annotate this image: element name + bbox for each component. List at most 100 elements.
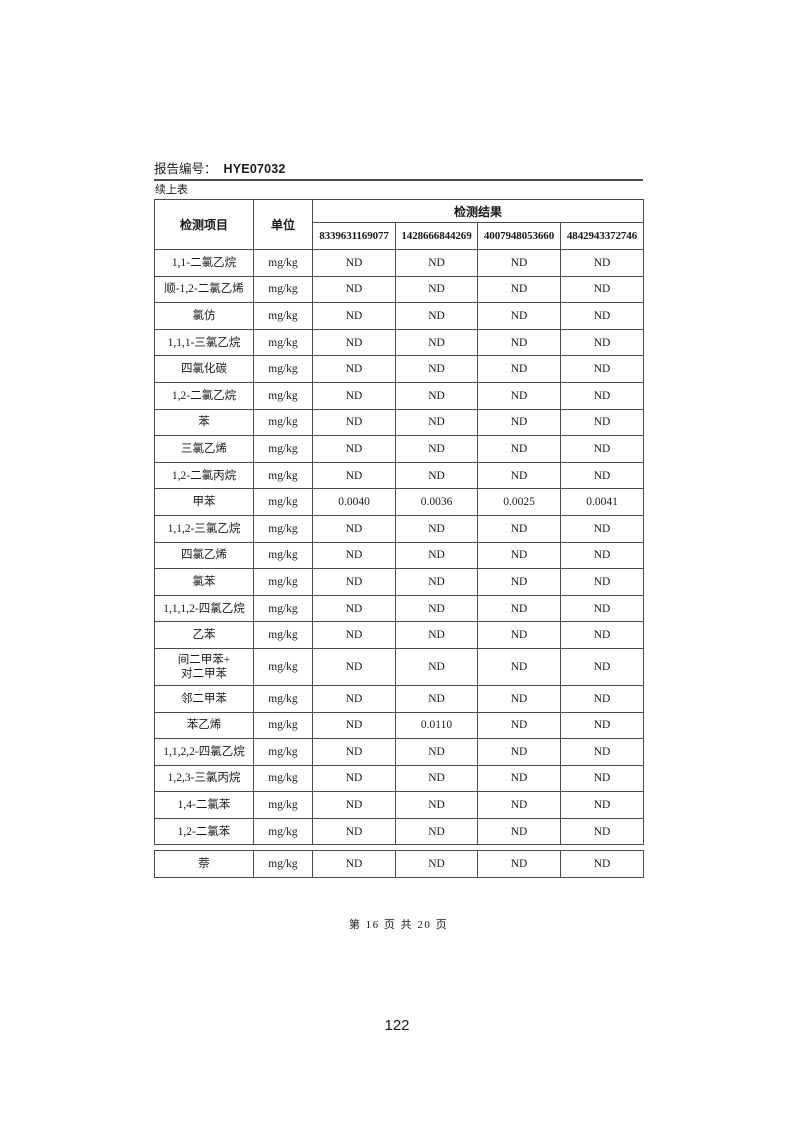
result-value-cell: ND — [312, 568, 396, 596]
result-value-cell: ND — [559, 275, 645, 304]
result-value-cell: ND — [477, 621, 561, 649]
result-value-cell: ND — [559, 594, 645, 623]
result-value-cell: ND — [477, 764, 561, 793]
analyte-name-cell: 氯仿 — [154, 302, 254, 330]
result-value-cell: ND — [559, 541, 645, 570]
result-value-cell: ND — [559, 817, 645, 846]
table-row: 1,2-二氯乙烷 mg/kg ND ND ND ND — [154, 381, 645, 410]
result-value-cell: ND — [477, 381, 561, 410]
result-value-cell: ND — [395, 647, 478, 686]
analyte-name-cell: 1,1,2-三氯乙烷 — [154, 514, 254, 543]
analyte-name-cell: 1,2,3-三氯丙烷 — [154, 764, 254, 793]
table-row: 1,4-二氯苯 mg/kg ND ND ND ND — [154, 791, 645, 819]
result-value-cell: ND — [477, 275, 561, 304]
result-value-cell: ND — [477, 791, 561, 819]
result-value-cell: ND — [559, 355, 645, 383]
analyte-name-cell: 1,1,2,2-四氯乙烷 — [154, 738, 254, 766]
result-value-cell: ND — [312, 355, 396, 383]
unit-cell: mg/kg — [253, 514, 313, 543]
result-value-cell: ND — [395, 621, 478, 649]
unit-cell: mg/kg — [253, 408, 313, 437]
results-table-continued-body: 萘 mg/kg ND ND ND ND — [154, 850, 644, 879]
unit-cell: mg/kg — [253, 249, 313, 277]
result-value-cell: ND — [395, 684, 478, 713]
unit-cell: mg/kg — [253, 568, 313, 596]
report-number-label: 报告编号： — [154, 162, 217, 176]
analyte-name-cell: 甲苯 — [154, 488, 254, 516]
result-value-cell: ND — [395, 541, 478, 570]
analyte-name-cell: 苯 — [154, 408, 254, 437]
result-value-cell: ND — [559, 381, 645, 410]
result-value-cell: ND — [477, 568, 561, 596]
table-row: 邻二甲苯 mg/kg ND ND ND ND — [154, 684, 645, 713]
result-value-cell: ND — [312, 381, 396, 410]
result-value-cell: ND — [312, 621, 396, 649]
result-value-cell: ND — [312, 684, 396, 713]
page-info: 第 16 页 共 20 页 — [348, 919, 449, 932]
table-row: 1,2,3-三氯丙烷 mg/kg ND ND ND ND — [154, 764, 645, 793]
result-value-cell: ND — [559, 738, 645, 766]
result-value-cell: ND — [477, 408, 561, 437]
result-value-cell: ND — [312, 435, 396, 463]
analyte-name-cell: 1,1,1-三氯乙烷 — [154, 328, 254, 357]
unit-cell: mg/kg — [253, 850, 313, 879]
result-value-cell: ND — [312, 328, 396, 357]
table-row: 顺-1,2-二氯乙烯 mg/kg ND ND ND ND — [154, 275, 645, 304]
page-number: 122 — [384, 1017, 410, 1034]
result-value-cell: 0.0110 — [395, 711, 478, 740]
unit-cell: mg/kg — [253, 791, 313, 819]
result-value-cell: ND — [312, 817, 396, 846]
result-value-cell: ND — [312, 461, 396, 490]
result-value-cell: ND — [559, 302, 645, 330]
table-row: 间二甲苯+ 对二甲苯 mg/kg ND ND ND ND — [154, 647, 645, 686]
unit-cell: mg/kg — [253, 488, 313, 516]
result-value-cell: ND — [477, 594, 561, 623]
result-value-cell: ND — [312, 541, 396, 570]
result-value-cell: ND — [312, 514, 396, 543]
table-row: 1,1,1-三氯乙烷 mg/kg ND ND ND ND — [154, 328, 645, 357]
result-value-cell: ND — [477, 355, 561, 383]
table-row: 四氯化碳 mg/kg ND ND ND ND — [154, 355, 645, 383]
sample-id-header: 4842943372746 — [559, 222, 645, 250]
unit-cell: mg/kg — [253, 647, 313, 686]
result-value-cell: ND — [477, 541, 561, 570]
result-value-cell: ND — [395, 461, 478, 490]
sample-id-header: 1428666844269 — [395, 222, 478, 250]
result-value-cell: ND — [395, 817, 478, 846]
result-value-cell: ND — [312, 408, 396, 437]
analyte-name-cell: 1,2-二氯丙烷 — [154, 461, 254, 490]
analyte-name-cell: 苯乙烯 — [154, 711, 254, 740]
result-value-cell: ND — [312, 850, 396, 879]
result-value-cell: ND — [560, 850, 644, 879]
result-value-cell: ND — [395, 275, 478, 304]
header-rule — [154, 179, 643, 181]
table-row: 萘 mg/kg ND ND ND ND — [154, 850, 644, 879]
result-value-cell: 0.0041 — [559, 488, 645, 516]
result-value-cell: ND — [477, 302, 561, 330]
analyte-name-cell: 1,1,1,2-四氯乙烷 — [154, 594, 254, 623]
table-row: 乙苯 mg/kg ND ND ND ND — [154, 621, 645, 649]
result-value-cell: ND — [559, 711, 645, 740]
header-row-sample-ids: 8339631169077 1428666844269 400794805366… — [155, 222, 645, 250]
header-row-top: 检测项目 单位 检测结果 — [154, 199, 645, 250]
unit-cell: mg/kg — [253, 302, 313, 330]
result-value-cell: ND — [395, 738, 478, 766]
results-table-body: 1,1-二氯乙烷 mg/kg ND ND ND ND 顺-1,2-二氯乙烯 mg/kg ND ND… — [154, 249, 645, 846]
table-row: 1,1,2-三氯乙烷 mg/kg ND ND ND ND — [154, 514, 645, 543]
results-table-header: 检测项目 单位 检测结果 8339631169077 1428666844269… — [154, 199, 645, 250]
result-value-cell: ND — [559, 435, 645, 463]
result-value-cell: ND — [477, 435, 561, 463]
result-value-cell: ND — [559, 764, 645, 793]
column-header-item: 检测项目 — [154, 199, 254, 250]
results-table: 检测项目 单位 检测结果 8339631169077 1428666844269… — [154, 199, 645, 846]
unit-cell: mg/kg — [253, 381, 313, 410]
unit-cell: mg/kg — [253, 355, 313, 383]
result-value-cell: ND — [477, 249, 561, 277]
unit-cell: mg/kg — [253, 817, 313, 846]
analyte-name-cell: 邻二甲苯 — [154, 684, 254, 713]
table-row: 甲苯 mg/kg 0.0040 0.0036 0.0025 0.0041 — [154, 488, 645, 516]
result-value-cell: ND — [477, 817, 561, 846]
table-row: 1,1-二氯乙烷 mg/kg ND ND ND ND — [154, 249, 645, 277]
result-value-cell: ND — [559, 621, 645, 649]
